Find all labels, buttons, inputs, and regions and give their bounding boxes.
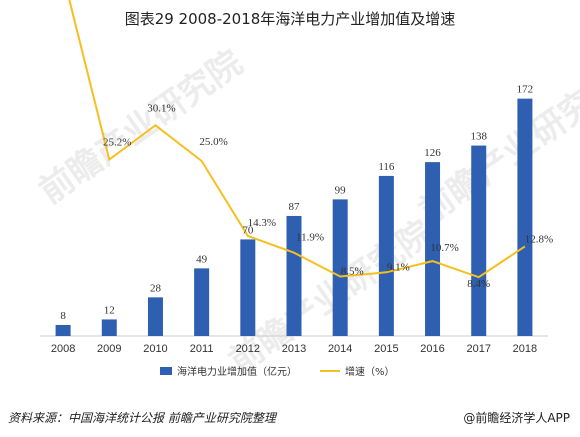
x-tick-2014: 2014 xyxy=(328,343,352,355)
bar-label-2010: 28 xyxy=(150,282,162,294)
bar-2010 xyxy=(147,297,163,336)
line-label-2016: 10.7% xyxy=(430,242,458,254)
line-layer xyxy=(68,0,526,279)
line-label-2010: 30.1% xyxy=(147,102,175,114)
bar-label-2018: 172 xyxy=(517,84,534,96)
x-tick-2008: 2008 xyxy=(51,343,75,355)
bar-2012 xyxy=(240,239,256,336)
x-tick-2017: 2017 xyxy=(466,343,490,355)
line-label-2011: 25.0% xyxy=(199,136,227,148)
bar-label-2015: 116 xyxy=(378,161,395,173)
x-tick-2012: 2012 xyxy=(236,343,260,355)
line-label-2012: 14.3% xyxy=(248,217,276,229)
growth-rate-line xyxy=(68,0,526,279)
legend-label-line: 增速（%） xyxy=(345,365,395,378)
bar-label-2009: 12 xyxy=(104,304,115,316)
x-tick-2016: 2016 xyxy=(420,343,444,355)
line-label-2009: 25.2% xyxy=(103,137,131,149)
bar-label-2014: 99 xyxy=(335,184,347,196)
line-label-2013: 11.9% xyxy=(296,232,324,244)
labels-layer: 812284970879911612613817251.6%25.2%30.1%… xyxy=(60,84,553,322)
line-label-2014: 8.5% xyxy=(341,266,364,278)
bar-label-2008: 8 xyxy=(60,310,66,322)
bars-layer xyxy=(55,98,533,336)
bar-2013 xyxy=(286,215,302,336)
bar-2011 xyxy=(194,268,210,336)
x-tick-2010: 2010 xyxy=(143,343,167,355)
x-tick-2009: 2009 xyxy=(97,343,121,355)
x-tick-2013: 2013 xyxy=(282,343,306,355)
x-tick-2011: 2011 xyxy=(190,343,214,355)
x-ticks-layer: 2008 2009 2010 2011 2012 2013 2014 2015 2016 2017… xyxy=(51,343,537,355)
bar-2018 xyxy=(517,98,533,336)
bar-2014 xyxy=(332,199,348,336)
bar-label-2017: 138 xyxy=(470,131,487,143)
bar-label-2011: 49 xyxy=(196,253,208,265)
bar-label-2016: 126 xyxy=(424,147,441,159)
legend-swatch-bar xyxy=(160,367,172,375)
bar-label-2013: 87 xyxy=(289,201,301,213)
line-label-2018: 12.8% xyxy=(525,233,553,245)
bar-label-2012: 70 xyxy=(242,224,254,236)
brand-label: @前瞻经济学人APP xyxy=(463,411,570,425)
line-label-2017: 8.4% xyxy=(467,278,490,290)
line-label-2015: 9.1% xyxy=(387,261,410,273)
bar-2009 xyxy=(101,319,117,336)
legend: 海洋电力业增加值（亿元） 增速（%） xyxy=(160,365,395,378)
bar-2016 xyxy=(425,162,441,336)
bar-2015 xyxy=(378,175,394,336)
source-note: 资料来源：中国海洋统计公报 前瞻产业研究院整理 xyxy=(8,411,276,425)
bar-2008 xyxy=(55,324,71,336)
x-tick-2018: 2018 xyxy=(513,343,537,355)
chart-title: 图表29 2008-2018年海洋电力产业增加值及增速 xyxy=(124,10,456,28)
bar-2017 xyxy=(471,145,487,336)
x-tick-2015: 2015 xyxy=(374,343,398,355)
legend-label-bar: 海洋电力业增加值（亿元） xyxy=(177,365,297,378)
